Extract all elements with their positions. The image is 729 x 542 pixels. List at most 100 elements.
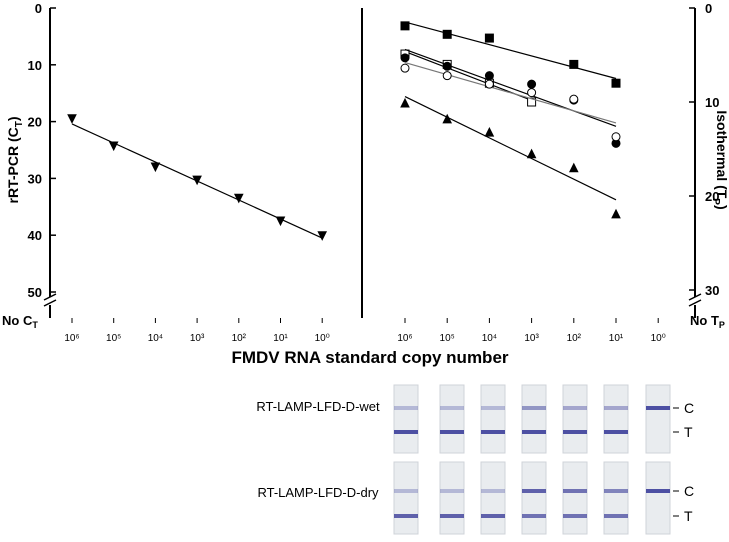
y2-axis-title-sub: P (710, 198, 721, 205)
band-label: C (684, 400, 694, 416)
x-tick-label: 10² (232, 333, 247, 344)
strip (480, 461, 506, 535)
band-c (563, 406, 587, 410)
band-label: C (684, 483, 694, 499)
no-value-sub: P (719, 320, 725, 330)
band-c (646, 406, 670, 410)
marker (400, 53, 410, 63)
marker (484, 33, 494, 43)
strip (393, 461, 419, 535)
marker (526, 148, 537, 159)
strip (439, 384, 465, 454)
x-tick-label: 10⁴ (482, 333, 497, 344)
strip (645, 384, 671, 454)
band-t (522, 514, 546, 518)
y-axis-title-part: rRT-PCR (C (5, 127, 21, 203)
marker (569, 59, 579, 69)
x-tick-label: 10¹ (273, 333, 288, 344)
band-t (563, 514, 587, 518)
marker (150, 162, 161, 173)
strip (439, 461, 465, 535)
strip (480, 384, 506, 454)
marker (317, 231, 328, 241)
marker (527, 88, 537, 98)
band-t (563, 430, 587, 434)
band-t (440, 430, 464, 434)
y2-axis-title-part: Isothermal (T (714, 110, 729, 198)
marker (108, 141, 119, 152)
y2-axis-title: Isothermal (TP) (710, 110, 729, 209)
band-c (440, 489, 464, 493)
y2-axis-title-part: ) (714, 205, 729, 210)
x-tick-label: 10⁵ (106, 333, 121, 344)
marker (568, 162, 579, 173)
band-c (604, 406, 628, 410)
band-c (481, 489, 505, 493)
band-c (394, 406, 418, 410)
band-label: T (684, 424, 693, 440)
y-tick-label: 50 (28, 285, 42, 300)
marker (192, 175, 202, 186)
marker (484, 126, 495, 137)
marker (67, 114, 77, 124)
marker (400, 97, 410, 108)
band-t (394, 514, 418, 518)
no-value-label: No TP (690, 313, 725, 330)
x-tick-label: 10¹ (609, 333, 624, 344)
strip (393, 384, 419, 454)
band-t (440, 514, 464, 518)
strip (603, 384, 629, 454)
band-c (563, 489, 587, 493)
no-value-sub: T (32, 320, 38, 330)
strip (521, 384, 547, 454)
marker (275, 216, 286, 227)
strip (562, 461, 588, 535)
strip (645, 461, 671, 535)
band-t (394, 430, 418, 434)
strip-row-label: RT-LAMP-LFD-D-wet (256, 399, 380, 414)
y-axis-title-sub: T (14, 121, 25, 127)
strip (562, 384, 588, 454)
strip (603, 461, 629, 535)
strip-row-label: RT-LAMP-LFD-D-dry (257, 485, 379, 500)
band-t (522, 430, 546, 434)
band-t (481, 514, 505, 518)
band-c (522, 406, 546, 410)
axis-break (688, 299, 702, 307)
y-tick-label: 30 (705, 283, 719, 298)
marker (569, 94, 579, 104)
y-tick-label: 30 (28, 171, 42, 186)
marker (400, 63, 410, 73)
y-tick-label: 40 (28, 228, 42, 243)
fit-line (404, 48, 617, 127)
marker (400, 21, 410, 31)
band-c (522, 489, 546, 493)
band-c (646, 489, 670, 493)
x-tick-label: 10³ (524, 333, 539, 344)
x-tick-label: 10⁰ (651, 333, 666, 344)
band-label: T (684, 508, 693, 524)
fit-line (404, 21, 617, 80)
band-t (604, 430, 628, 434)
x-tick-label: 10⁵ (440, 333, 455, 344)
y-tick-label: 20 (705, 189, 719, 204)
axis-break (688, 293, 702, 301)
marker (484, 71, 494, 81)
band-c (440, 406, 464, 410)
band-c (604, 489, 628, 493)
y-axis-title: rRT-PCR (CT) (5, 116, 25, 203)
fit-line (404, 62, 617, 124)
band-c (481, 406, 505, 410)
y-tick-label: 0 (35, 1, 42, 16)
marker (233, 193, 244, 204)
y-tick-label: 10 (705, 95, 719, 110)
marker (442, 113, 453, 124)
marker (611, 78, 621, 88)
band-c (394, 489, 418, 493)
strip (521, 461, 547, 535)
x-tick-label: 10⁶ (397, 333, 412, 344)
y-tick-label: 0 (705, 1, 712, 16)
marker (611, 132, 621, 142)
marker (527, 97, 537, 107)
